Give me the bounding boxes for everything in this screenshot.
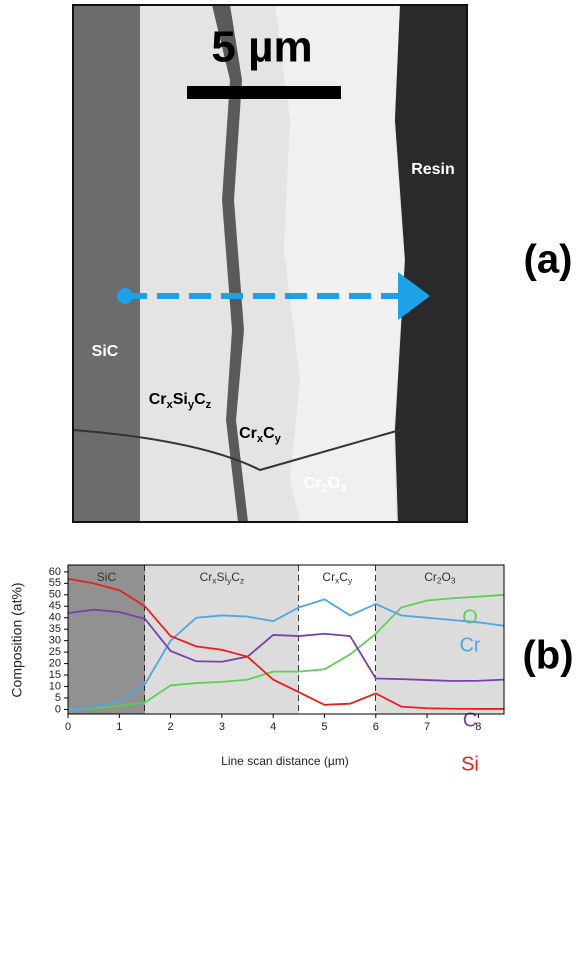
label-part: C [263,425,275,442]
y-tick-label: 40 [49,612,61,624]
label-part: Si [173,391,188,408]
panel-tag: (a) [524,238,573,282]
label-part: Si [216,570,227,584]
series-label: Si [461,753,479,775]
y-tick-label: 15 [49,669,61,681]
subscript: 3 [340,483,346,495]
y-tick-label: 50 [49,589,61,601]
subscript: z [240,576,244,586]
x-tick-label: 3 [219,721,225,733]
label-part: C [194,391,206,408]
label-part: SiC [92,343,119,360]
label-part: Cr [424,570,437,584]
x-tick-label: 2 [168,721,174,733]
y-tick-label: 20 [49,657,61,669]
label-part: C [231,570,240,584]
label: SiC [92,343,119,360]
subscript: y [275,433,282,445]
figure: 5 µm (a) (b) Line scan distance (µm) Com… [0,0,587,971]
label-part: Cr [149,391,167,408]
region [145,565,299,714]
y-tick-label: 0 [55,703,61,715]
label: Resin [411,161,455,178]
scale-label: 5 µm [211,23,312,72]
label-part: O [442,570,451,584]
y-tick-label: 10 [49,680,61,692]
x-tick-label: 6 [373,721,379,733]
y-tick-label: 30 [49,635,61,647]
label-part: SiC [97,570,117,584]
x-axis-title: Line scan distance (µm) [221,754,349,768]
scale-bar [187,86,341,99]
label-part: Cr [200,570,213,584]
panel-tag: (b) [522,634,573,678]
x-tick-label: 5 [321,721,327,733]
y-tick-label: 5 [55,692,61,704]
label: CrxSiyCz [149,391,212,411]
label: SiC [97,570,117,584]
label-part: O [328,475,340,492]
y-axis-title: Composition (at%) [9,582,25,697]
scan-start [117,288,133,304]
label-part: Resin [411,161,455,178]
y-tick-label: 25 [49,646,61,658]
label-part: Cr [322,570,335,584]
x-tick-label: 7 [424,721,430,733]
y-tick-label: 55 [49,577,61,589]
y-tick-label: 45 [49,600,61,612]
y-tick-label: 60 [49,566,61,578]
resin [395,5,467,522]
label: CrxSiyCz [200,570,245,586]
subscript: z [206,399,212,411]
subscript: 3 [451,576,456,586]
label-part: Cr [239,425,257,442]
y-tick-label: 35 [49,623,61,635]
series-label: Cr [459,634,480,656]
sem-image: 5 µm [73,5,467,522]
label-part: Cr [304,475,322,492]
label-part: C [339,570,348,584]
x-tick-label: 0 [65,721,71,733]
x-tick-label: 1 [116,721,122,733]
series-label: C [463,709,477,731]
series-label: O [462,606,478,628]
region [299,565,376,714]
oxide [275,5,404,522]
region [376,565,504,714]
x-tick-label: 4 [270,721,276,733]
